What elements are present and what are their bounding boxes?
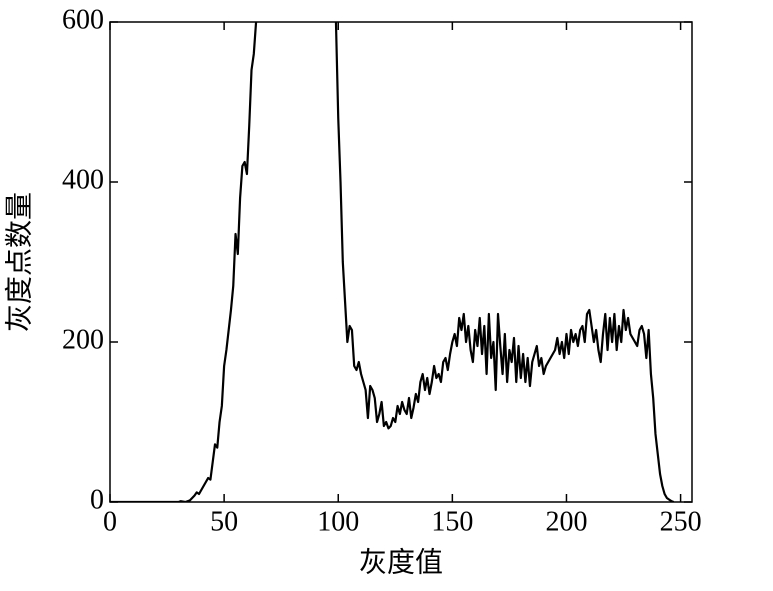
x-tick-label: 200 bbox=[545, 506, 587, 537]
y-tick-label: 0 bbox=[90, 484, 104, 515]
y-axis-label: 灰度点数量 bbox=[3, 192, 35, 332]
plot-frame bbox=[109, 21, 693, 503]
x-tick-label: 0 bbox=[103, 506, 117, 537]
histogram-line bbox=[110, 22, 675, 502]
x-tick-label: 100 bbox=[317, 506, 359, 537]
x-tick-label: 50 bbox=[210, 506, 238, 537]
x-tick-label: 250 bbox=[660, 506, 702, 537]
y-tick-label: 600 bbox=[62, 4, 104, 35]
x-axis-label: 灰度值 bbox=[359, 546, 443, 578]
y-tick-label: 200 bbox=[62, 324, 104, 355]
y-tick-label: 400 bbox=[62, 164, 104, 195]
x-tick-label: 150 bbox=[431, 506, 473, 537]
